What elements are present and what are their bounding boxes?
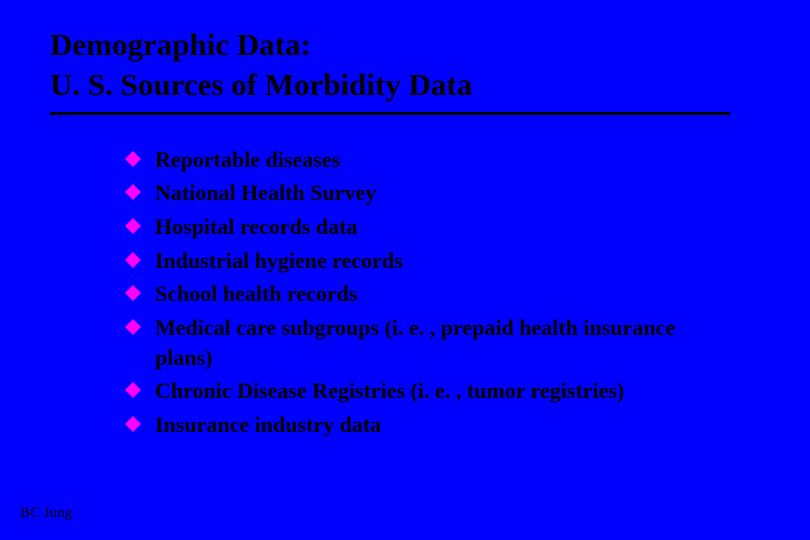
diamond-bullet-icon: [125, 218, 141, 234]
bullet-text: School health records: [155, 279, 357, 309]
bullet-text: Reportable diseases: [155, 145, 340, 175]
diamond-bullet-icon: [125, 416, 141, 432]
bullet-item: School health records: [125, 279, 760, 309]
diamond-bullet-icon: [125, 319, 141, 335]
bullet-item: Reportable diseases: [125, 145, 760, 175]
bullet-item: Chronic Disease Registries (i. e. , tumo…: [125, 376, 760, 406]
bullet-item: National Health Survey: [125, 178, 760, 208]
diamond-bullet-icon: [125, 252, 141, 268]
diamond-bullet-icon: [125, 184, 141, 200]
bullet-item: Hospital records data: [125, 212, 760, 242]
footer-text: BC Jung: [20, 505, 72, 522]
title-underline: [50, 112, 730, 115]
bullet-text: National Health Survey: [155, 178, 376, 208]
bullet-item: Medical care subgroups (i. e. , prepaid …: [125, 313, 760, 372]
bullet-text: Chronic Disease Registries (i. e. , tumo…: [155, 376, 624, 406]
slide-container: Demographic Data: U. S. Sources of Morbi…: [0, 0, 810, 540]
bullet-text: Hospital records data: [155, 212, 357, 242]
bullet-text: Insurance industry data: [155, 410, 381, 440]
bullet-text: Medical care subgroups (i. e. , prepaid …: [155, 313, 735, 372]
title-line-2: U. S. Sources of Morbidity Data: [50, 65, 760, 105]
diamond-bullet-icon: [125, 382, 141, 398]
diamond-bullet-icon: [125, 285, 141, 301]
title-block: Demographic Data: U. S. Sources of Morbi…: [50, 25, 760, 115]
bullet-list: Reportable diseasesNational Health Surve…: [50, 145, 760, 440]
title-line-1: Demographic Data:: [50, 25, 760, 65]
diamond-bullet-icon: [125, 151, 141, 167]
bullet-text: Industrial hygiene records: [155, 246, 403, 276]
bullet-item: Insurance industry data: [125, 410, 760, 440]
bullet-item: Industrial hygiene records: [125, 246, 760, 276]
